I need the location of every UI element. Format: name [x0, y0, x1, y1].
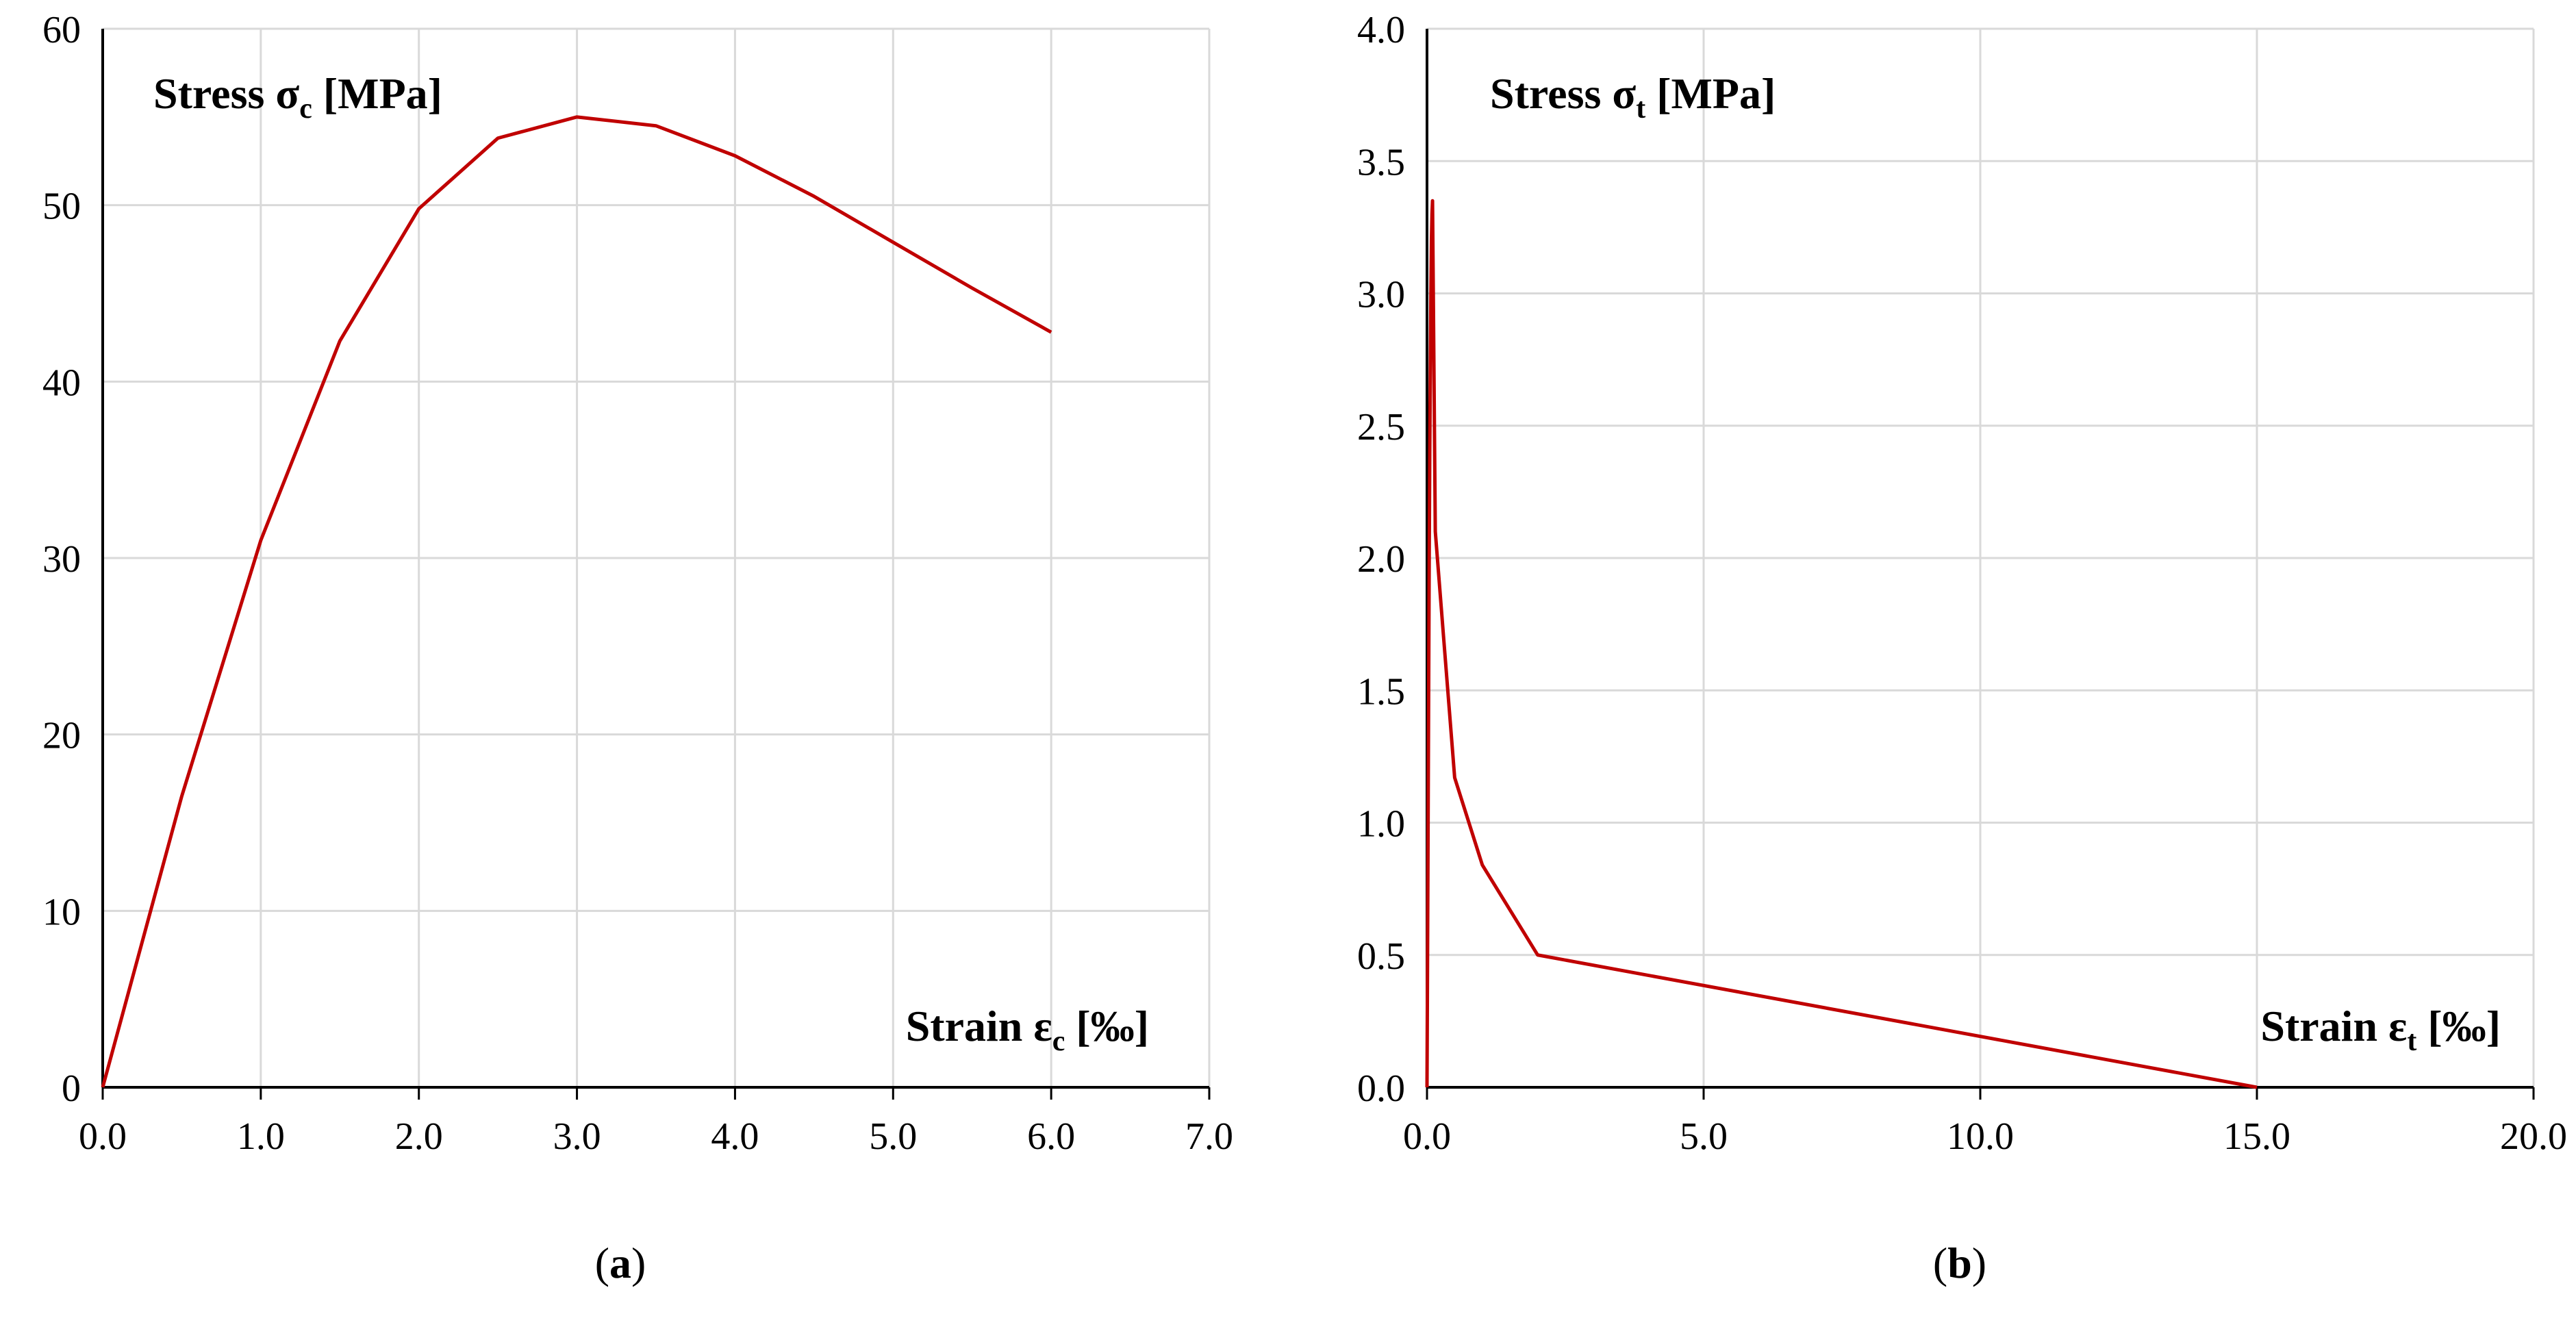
x-tick-label: 10.0: [1947, 1115, 2014, 1158]
x-axis-label: Strain εt [‰]: [2260, 1002, 2501, 1057]
x-tick-labels: 0.0 5.0 10.0 15.0 20.0: [1403, 1115, 2567, 1158]
y-gridlines: [103, 27, 1209, 912]
panel-label-a: (a): [595, 1239, 646, 1287]
y-tick-label: 1.5: [1357, 670, 1405, 713]
x-tick-label: 15.0: [2223, 1115, 2290, 1158]
x-axis-label-unit: [‰]: [2416, 1002, 2501, 1050]
x-tick-label: 3.0: [553, 1115, 601, 1158]
y-tick-label: 3.5: [1357, 141, 1405, 183]
x-axis-label-subscript: c: [1052, 1026, 1065, 1057]
y-axis-label-unit: [MPa]: [1645, 69, 1776, 118]
x-axis-label-subscript: t: [2407, 1026, 2416, 1057]
y-tick-label: 2.5: [1357, 406, 1405, 448]
y-tick-labels: 0.0 0.5 1.0 1.5 2.0 2.5 3.0 3.5 4.0: [1357, 9, 1405, 1110]
y-tick-label: 60: [42, 9, 81, 51]
x-tick-label: 6.0: [1027, 1115, 1075, 1158]
y-tick-label: 10: [42, 891, 81, 933]
chart-panel-a: 0.0 1.0 2.0 3.0 4.0 5.0 6.0 7.0 0 10 20 30 40 50 60 S…: [42, 9, 1233, 1287]
y-tick-label: 4.0: [1357, 9, 1405, 51]
x-tick-label: 4.0: [711, 1115, 759, 1158]
y-tick-label: 40: [42, 362, 81, 404]
y-axis-label-main: Stress σ: [153, 69, 299, 118]
y-axis-label: Stress σt [MPa]: [1490, 69, 1776, 125]
series-line-tension: [1425, 199, 2258, 1089]
y-axis-label-main: Stress σ: [1490, 69, 1636, 118]
y-tick-label: 0.0: [1357, 1067, 1405, 1110]
y-tick-label: 20: [42, 715, 81, 757]
x-axis-label-main: Strain ε: [2260, 1002, 2407, 1050]
x-tick-label: 5.0: [869, 1115, 917, 1158]
x-tick-label: 7.0: [1185, 1115, 1233, 1158]
x-tick-label: 20.0: [2500, 1115, 2567, 1158]
y-axis-label-subscript: c: [299, 93, 312, 125]
x-axis-label: Strain εc [‰]: [906, 1002, 1149, 1057]
x-tick-labels: 0.0 1.0 2.0 3.0 4.0 5.0 6.0 7.0: [79, 1115, 1233, 1158]
y-axis-label-unit: [MPa]: [312, 69, 442, 118]
x-tick-label: 2.0: [395, 1115, 443, 1158]
tick-marks: [1426, 1087, 2535, 1100]
tick-marks: [101, 1087, 1211, 1100]
x-axis-label-unit: [‰]: [1065, 1002, 1149, 1050]
series-line-compression: [101, 115, 1052, 1088]
x-tick-label: 1.0: [237, 1115, 285, 1158]
x-tick-label: 0.0: [79, 1115, 127, 1158]
x-axis-label-main: Strain ε: [906, 1002, 1052, 1050]
chart-panel-b: 0.0 5.0 10.0 15.0 20.0 0.0 0.5 1.0 1.5 2.0 2.5 3.0…: [1357, 9, 2567, 1287]
y-tick-label: 2.0: [1357, 538, 1405, 581]
y-tick-label: 0.5: [1357, 935, 1405, 978]
y-axis-label-subscript: t: [1636, 93, 1645, 125]
y-tick-label: 50: [42, 186, 81, 228]
y-tick-labels: 0 10 20 30 40 50 60: [42, 9, 81, 1110]
y-tick-label: 1.0: [1357, 803, 1405, 846]
y-tick-label: 0: [62, 1067, 81, 1110]
x-tick-label: 0.0: [1403, 1115, 1451, 1158]
y-tick-label: 30: [42, 538, 81, 581]
panel-label-b: (b): [1933, 1239, 1986, 1287]
y-axis-label: Stress σc [MPa]: [153, 69, 442, 125]
x-tick-label: 5.0: [1680, 1115, 1728, 1158]
y-gridlines: [1427, 27, 2534, 957]
y-tick-label: 3.0: [1357, 274, 1405, 316]
